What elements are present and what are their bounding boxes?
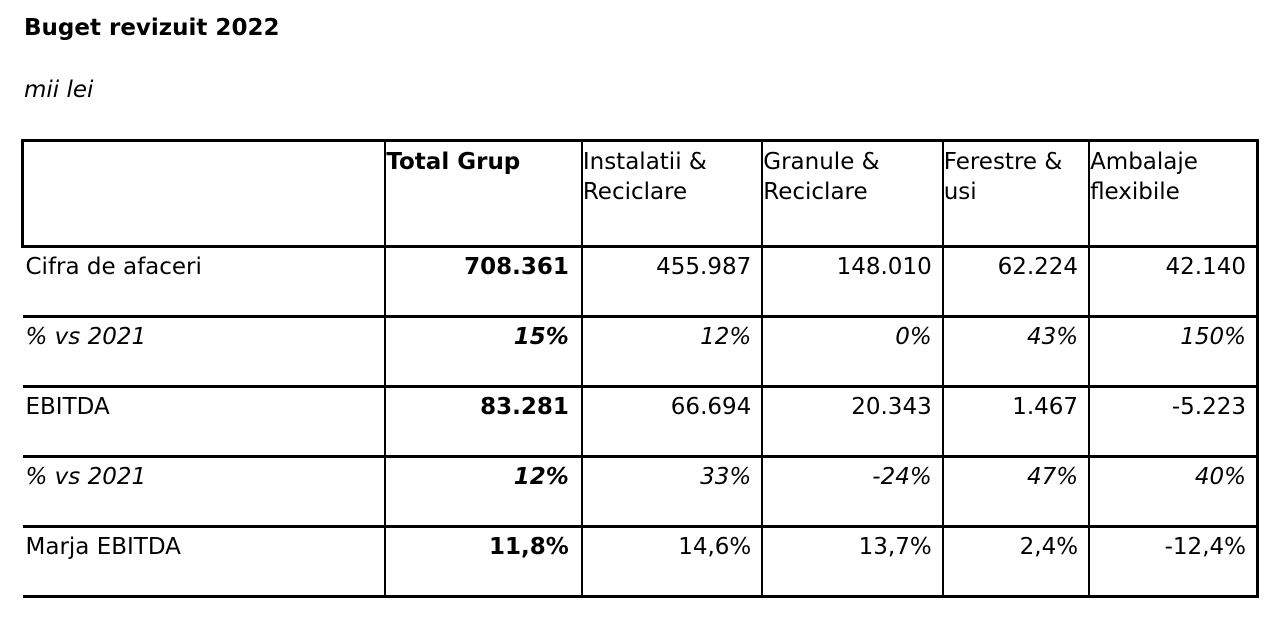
cell-value: 20.343 (762, 386, 944, 458)
header-instalatii-reciclare: Instalatii & Reciclare (581, 139, 764, 247)
row-label: Marja EBITDA (22, 526, 386, 598)
table-header-row: Total Grup Instalatii & Reciclare Granul… (21, 139, 1260, 247)
header-granule-reciclare: Granule & Reciclare (762, 139, 944, 247)
cell-value: 1.467 (942, 386, 1091, 458)
cell-value: 47% (942, 456, 1091, 528)
header-ambalaje-flexibile: Ambalaje flexibile (1089, 139, 1260, 247)
header-cell-empty (21, 139, 386, 247)
cell-value: 0% (762, 316, 944, 388)
total-value: 708.361 (384, 246, 583, 318)
cell-value: 2,4% (942, 526, 1091, 598)
cell-value: 33% (581, 456, 764, 528)
table-row-cifra-de-afaceri: Cifra de afaceri 708.361 455.987 148.010… (22, 246, 1260, 318)
budget-table: Total Grup Instalatii & Reciclare Granul… (21, 139, 1260, 598)
table-row-pct-vs-2021: % vs 2021 15% 12% 0% 43% 150% (22, 316, 1260, 388)
table-row-pct-vs-2021: % vs 2021 12% 33% -24% 47% 40% (22, 456, 1260, 528)
table-row-marja-ebitda: Marja EBITDA 11,8% 14,6% 13,7% 2,4% -12,… (22, 526, 1260, 598)
row-label: % vs 2021 (22, 456, 386, 528)
row-label: % vs 2021 (22, 316, 386, 388)
cell-value: 148.010 (762, 246, 944, 318)
cell-value: -5.223 (1089, 386, 1260, 458)
cell-value: 43% (942, 316, 1091, 388)
cell-value: 14,6% (581, 526, 764, 598)
cell-value: 42.140 (1089, 246, 1260, 318)
cell-value: 150% (1089, 316, 1260, 388)
cell-value: 66.694 (581, 386, 764, 458)
cell-value: 455.987 (581, 246, 764, 318)
cell-value: 12% (581, 316, 764, 388)
document-title: Buget revizuit 2022 (24, 15, 280, 41)
total-value: 83.281 (384, 386, 583, 458)
unit-label: mii lei (24, 77, 94, 103)
cell-value: 40% (1089, 456, 1260, 528)
total-value: 11,8% (384, 526, 583, 598)
table-row-ebitda: EBITDA 83.281 66.694 20.343 1.467 -5.223 (22, 386, 1260, 458)
total-value: 15% (384, 316, 583, 388)
header-total-grup: Total Grup (384, 139, 583, 247)
header-ferestre-usi: Ferestre & usi (942, 139, 1091, 247)
row-label: EBITDA (22, 386, 386, 458)
cell-value: 62.224 (942, 246, 1091, 318)
row-label: Cifra de afaceri (22, 246, 386, 318)
total-value: 12% (384, 456, 583, 528)
cell-value: 13,7% (762, 526, 944, 598)
cell-value: -12,4% (1089, 526, 1260, 598)
cell-value: -24% (762, 456, 944, 528)
